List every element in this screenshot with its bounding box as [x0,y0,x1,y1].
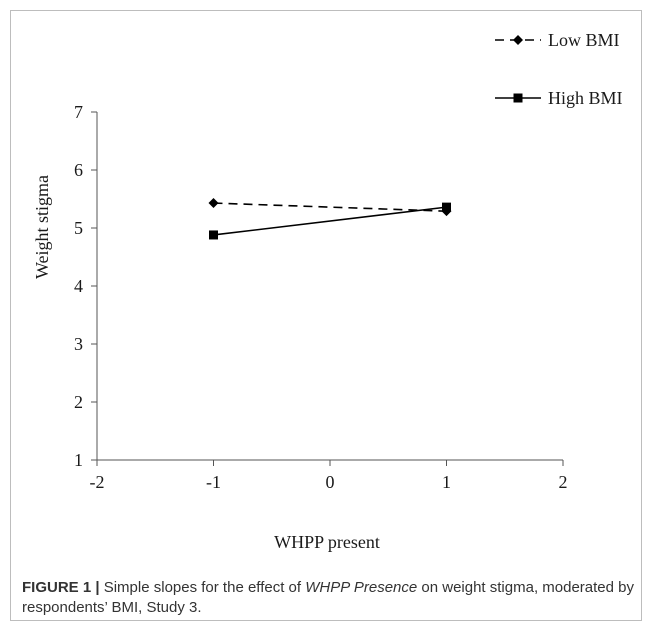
legend-item-low-bmi: Low BMI [495,30,620,50]
series-low-bmi [208,198,452,217]
y-tick-label: 6 [74,160,83,180]
x-tick-label: -1 [206,472,221,492]
data-point-low-bmi [208,198,219,209]
y-tick-label: 1 [74,450,83,470]
caption-text-2: on weight stigma, moderated by responden… [22,579,635,616]
x-tick-label: 0 [326,472,335,492]
y-axis-title: Weight stigma [32,175,52,279]
legend: Low BMI High BMI [495,30,623,108]
data-point-high-bmi [209,230,218,240]
legend-marker [513,93,523,103]
legend-label: Low BMI [548,30,620,50]
chart: 1 2 3 4 5 6 7 -2 -1 0 1 2 Low BMI High BMI WHPP pres… [32,30,623,552]
caption-italic: WHPP Presence [305,579,418,596]
caption-label: FIGURE 1 | [22,579,100,596]
legend-item-high-bmi: High BMI [495,88,623,108]
series-layer [208,198,452,240]
legend-marker [513,35,523,45]
x-axis-title: WHPP present [274,532,380,552]
x-tick-label: 1 [442,472,451,492]
y-tick-label: 3 [74,334,83,354]
x-tick-label: -2 [90,472,105,492]
figure-frame [10,10,642,621]
y-tick-label: 2 [74,392,83,412]
caption-text-1: Simple slopes for the effect of [103,579,302,596]
figure-caption: FIGURE 1 | Simple slopes for the effect … [22,578,634,618]
series-line-low-bmi [213,202,447,212]
series-high-bmi [209,202,451,240]
y-tick-label: 5 [74,218,83,238]
data-point-high-bmi [442,202,451,212]
axes: 1 2 3 4 5 6 7 -2 -1 0 1 2 [74,102,568,492]
x-tick-label: 2 [559,472,568,492]
series-line-high-bmi [213,206,447,236]
y-tick-label: 7 [74,102,83,122]
y-tick-label: 4 [74,276,83,296]
legend-label: High BMI [548,88,623,108]
